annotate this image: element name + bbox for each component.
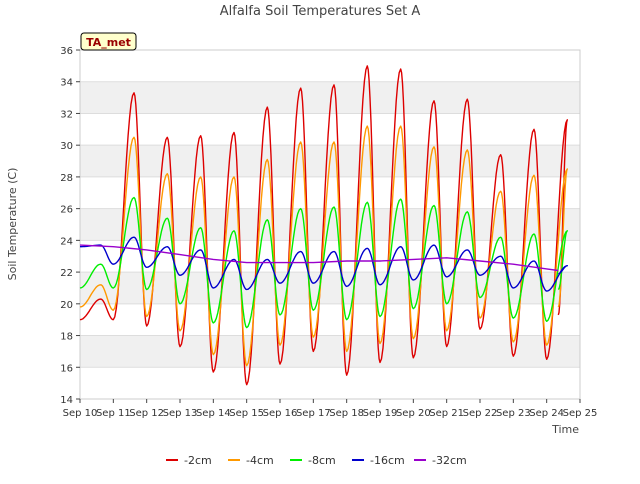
x-tick-label: Sep 25	[563, 408, 598, 419]
series-line-4cmcm-depth	[79, 125, 568, 367]
grid-band	[80, 272, 580, 304]
annotation-box-bg	[80, 32, 137, 51]
y-axis-label: Soil Temperature (C)	[6, 168, 19, 281]
x-tick-label: Sep 20	[396, 408, 431, 419]
x-tick-label: Sep 12	[129, 408, 164, 419]
annotation-box: TA_met	[80, 32, 137, 51]
x-tick-label: Sep 17	[296, 408, 331, 419]
series-line-32cmcm-depth	[79, 244, 559, 272]
y-tick-label: 26	[60, 205, 73, 216]
y-tick-label: 18	[60, 332, 73, 343]
y-tick-label: 34	[60, 78, 73, 89]
x-tick-label: Sep 19	[363, 408, 398, 419]
grid-band	[80, 335, 580, 368]
annotation-label: TA_met	[86, 36, 131, 49]
y-tick-label: 32	[60, 109, 73, 120]
series-line-8cmcm-depth	[79, 196, 568, 329]
y-tick-label: 20	[60, 300, 73, 311]
x-tick-label: Sep 13	[163, 408, 198, 419]
chart-title: Alfalfa Soil Temperatures Set A	[220, 4, 421, 19]
y-tick-label: 30	[60, 141, 73, 152]
x-tick-label: Sep 11	[96, 408, 131, 419]
x-tick-label: Sep 21	[429, 408, 464, 419]
series-line-2cmcm-depth	[79, 65, 568, 386]
legend-label: -2cm	[184, 454, 212, 467]
x-tick-label: Sep 18	[329, 408, 364, 419]
plot-frame	[79, 49, 581, 400]
y-tick-label: 14	[60, 395, 73, 406]
y-tick-label: 16	[60, 363, 73, 374]
x-axis-label: Time	[551, 423, 579, 436]
legend-label: -4cm	[246, 454, 274, 467]
x-tick-label: Sep 23	[496, 408, 531, 419]
y-tick-label: 28	[60, 173, 73, 184]
y-tick-label: 22	[60, 268, 73, 279]
legend-label: -32cm	[432, 454, 467, 467]
legend-label: -16cm	[370, 454, 405, 467]
legend-label: -8cm	[308, 454, 336, 467]
y-tick-label: 24	[60, 236, 73, 247]
series-lines	[79, 65, 568, 386]
y-tick-label: 36	[60, 46, 73, 57]
x-tick-label: Sep 24	[529, 408, 564, 419]
legend: -2cm -4cm -8cm -16cm -32cm	[166, 454, 467, 467]
x-tick-label: Sep 16	[263, 408, 298, 419]
x-tick-label: Sep 15	[229, 408, 264, 419]
series-line-16cmcm-depth	[80, 236, 568, 292]
x-tick-label: Sep 22	[463, 408, 498, 419]
x-tick-label: Sep 14	[196, 408, 231, 419]
x-tick-label: Sep 10	[63, 408, 98, 419]
y-axis-ticks: 14 16 18 20 22 24 26 28 30 32 34 36	[60, 46, 80, 406]
